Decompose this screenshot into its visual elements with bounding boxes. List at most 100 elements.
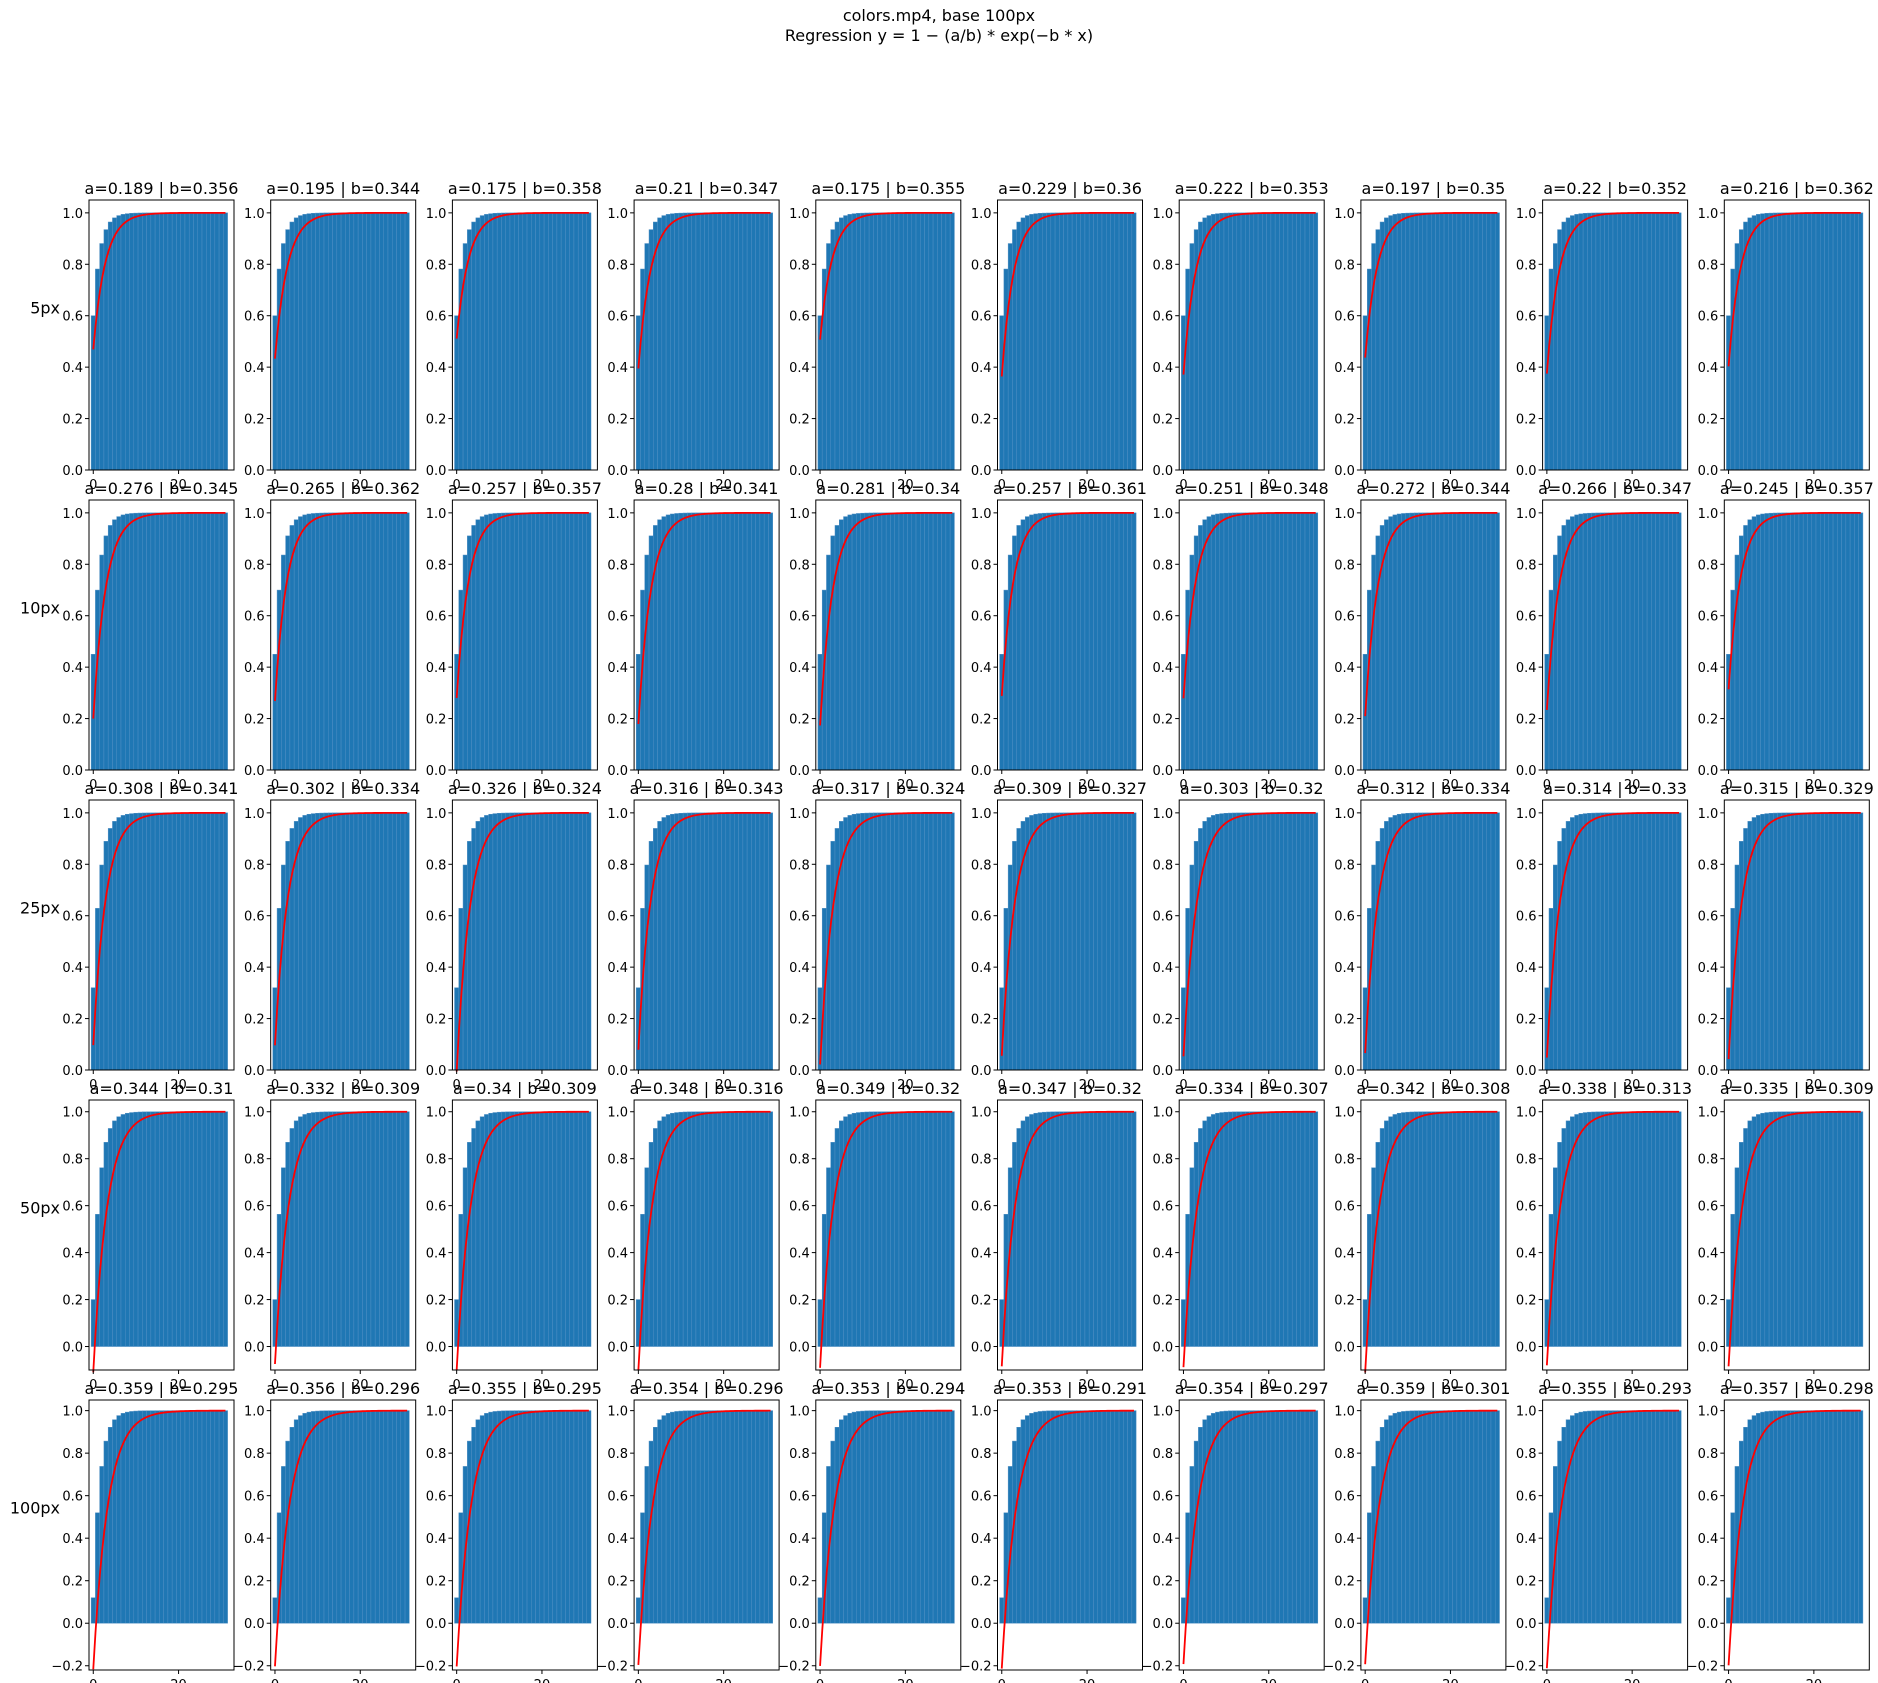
bar xyxy=(1088,512,1094,771)
bar xyxy=(1676,1410,1682,1624)
bar xyxy=(1469,1111,1475,1347)
bar xyxy=(1612,1111,1618,1347)
y-tick-label: 0.0 xyxy=(789,1064,810,1079)
bar xyxy=(924,1111,930,1347)
x-tick-label: 0 xyxy=(1724,478,1732,493)
y-tick-label: 0.6 xyxy=(607,1200,628,1215)
bar xyxy=(717,212,722,471)
bar xyxy=(1418,212,1423,471)
panel: a=0.359 | b=0.295−0.20.00.20.40.60.81.00… xyxy=(51,1379,238,1683)
bar xyxy=(522,212,528,471)
bar xyxy=(1828,212,1834,471)
bar xyxy=(1379,1128,1385,1347)
bar xyxy=(214,1111,220,1347)
bar xyxy=(404,1410,410,1624)
bar xyxy=(1768,212,1774,471)
y-tick-label: 0.8 xyxy=(244,558,265,573)
bar xyxy=(644,554,650,771)
bar xyxy=(1071,1410,1077,1624)
bar xyxy=(400,812,406,1071)
bar xyxy=(1743,1128,1748,1347)
y-tick-label: 1.0 xyxy=(607,807,628,822)
bar xyxy=(310,213,316,471)
bar xyxy=(357,1111,363,1347)
bar xyxy=(1131,812,1137,1071)
bar xyxy=(1608,212,1614,471)
bar xyxy=(1849,1410,1855,1624)
bar xyxy=(1059,512,1064,771)
bar xyxy=(1490,212,1496,471)
x-tick-label: 0 xyxy=(998,778,1006,793)
bar xyxy=(1037,813,1043,1071)
bar xyxy=(1435,812,1441,1071)
bar xyxy=(1659,812,1665,1071)
bar xyxy=(214,212,220,471)
bar xyxy=(928,1111,934,1347)
bar xyxy=(522,812,528,1071)
fit-curve xyxy=(1364,511,1498,717)
bar xyxy=(573,512,579,771)
bar xyxy=(1460,812,1466,1071)
bar xyxy=(1016,1128,1022,1347)
bar xyxy=(1785,812,1791,1071)
bar xyxy=(873,1111,878,1347)
bar xyxy=(1570,516,1575,771)
bar xyxy=(319,512,325,771)
bar xyxy=(383,512,389,771)
bar xyxy=(712,212,718,471)
bar xyxy=(691,1111,697,1347)
bar xyxy=(391,1111,397,1347)
bar xyxy=(712,1410,718,1624)
bar xyxy=(1313,812,1319,1071)
bar xyxy=(1257,512,1263,771)
bar xyxy=(1232,812,1238,1071)
bar xyxy=(873,1410,878,1624)
y-tick-label: 0.4 xyxy=(607,961,628,976)
y-tick-label: 0.0 xyxy=(789,764,810,779)
bar xyxy=(1477,812,1483,1071)
bar xyxy=(90,1597,96,1624)
bar xyxy=(1544,315,1550,471)
bar xyxy=(1274,512,1280,771)
bar xyxy=(1106,812,1111,1071)
panel-title: a=0.355 | b=0.293 xyxy=(1538,1379,1692,1398)
bar xyxy=(725,812,731,1071)
bar xyxy=(1024,215,1030,471)
bar xyxy=(362,812,367,1071)
x-tick-label: 20 xyxy=(170,478,187,493)
x-tick-label: 20 xyxy=(534,778,551,793)
bar xyxy=(1101,812,1107,1071)
y-tick-label: 1.0 xyxy=(62,807,83,822)
bar xyxy=(1033,213,1039,471)
bar xyxy=(552,1111,558,1347)
bar xyxy=(665,214,671,471)
bar xyxy=(920,1111,925,1347)
bar xyxy=(1651,1410,1656,1624)
bar xyxy=(864,212,870,471)
bar xyxy=(1676,212,1682,471)
bar xyxy=(1469,212,1475,471)
bar xyxy=(1379,828,1385,1071)
bar xyxy=(885,512,891,771)
bar xyxy=(1599,1111,1605,1347)
axes-frame xyxy=(1542,799,1689,1071)
bar xyxy=(1050,512,1056,771)
bar xyxy=(552,812,558,1071)
bar xyxy=(1672,212,1678,471)
bar xyxy=(171,1111,177,1347)
bar xyxy=(1460,512,1466,771)
x-tick-label: 20 xyxy=(1442,1078,1459,1093)
x-tick-label: 0 xyxy=(453,1078,461,1093)
bar xyxy=(746,812,752,1071)
panel-title: a=0.315 | b=0.329 xyxy=(1720,779,1874,798)
bar xyxy=(915,512,921,771)
bar xyxy=(349,1410,355,1624)
bar xyxy=(201,1111,207,1347)
bar xyxy=(1401,1112,1406,1347)
y-tick-label: 0.2 xyxy=(426,1575,447,1590)
bar xyxy=(163,212,169,471)
bar xyxy=(1832,1410,1838,1624)
bar xyxy=(1794,212,1800,471)
bar xyxy=(1189,243,1195,471)
